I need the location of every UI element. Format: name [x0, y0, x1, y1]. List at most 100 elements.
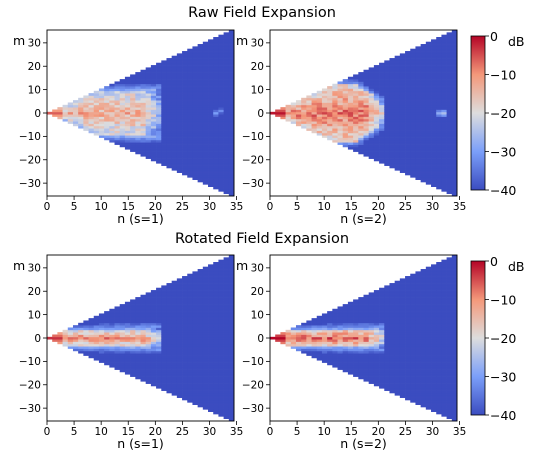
heatmap-cell: [405, 153, 411, 157]
heatmap-cell: [166, 332, 173, 335]
heatmap-cell: [187, 158, 193, 162]
heatmap-cell: [446, 90, 453, 94]
heatmap-cell: [202, 357, 209, 361]
heatmap-cell: [436, 72, 442, 75]
heatmap-cell: [202, 74, 209, 78]
heatmap-cell: [321, 132, 328, 136]
heatmap-cell: [78, 339, 84, 342]
heatmap-cell: [332, 341, 338, 345]
heatmap-cell: [431, 371, 437, 375]
heatmap-cell: [202, 86, 209, 89]
heatmap-cell: [192, 334, 198, 338]
heatmap-cell: [156, 336, 162, 340]
heatmap-cell: [316, 355, 323, 359]
heatmap-cell: [425, 111, 432, 115]
heatmap-cell: [228, 111, 235, 115]
heatmap-cell: [98, 107, 105, 110]
heatmap-cell: [213, 93, 219, 96]
heatmap-cell: [368, 360, 375, 363]
heatmap-cell: [420, 172, 427, 176]
heatmap-cell: [431, 395, 437, 398]
heatmap-cell: [140, 146, 147, 150]
heatmap-cell: [192, 132, 198, 136]
heatmap-cell: [187, 294, 193, 298]
heatmap-cell: [425, 177, 432, 180]
heatmap-cell: [176, 353, 183, 356]
heatmap-cell: [161, 156, 167, 159]
heatmap-cell: [67, 121, 74, 124]
heatmap-cell: [93, 128, 100, 131]
heatmap-cell: [228, 416, 235, 420]
heatmap-cell: [431, 60, 437, 64]
heatmap-cell: [114, 346, 121, 349]
heatmap-cell: [109, 336, 115, 340]
heatmap-cell: [171, 297, 178, 300]
heatmap-cell: [228, 160, 235, 164]
heatmap-cell: [389, 325, 396, 328]
heatmap-cell: [67, 104, 74, 108]
heatmap-cell: [228, 406, 235, 410]
heatmap-cell: [197, 269, 204, 272]
heatmap-cell: [379, 149, 385, 152]
heatmap-cell: [202, 51, 209, 54]
heatmap-cell: [415, 308, 421, 312]
heatmap-cell: [431, 334, 437, 338]
heatmap-cell: [431, 149, 437, 152]
heatmap-cell: [192, 364, 198, 368]
heatmap-cell: [420, 376, 427, 380]
heatmap-cell: [150, 74, 157, 78]
heatmap-cell: [425, 88, 432, 92]
heatmap-cell: [431, 381, 437, 384]
heatmap-cell: [166, 374, 173, 377]
heatmap-cell: [161, 90, 167, 94]
heatmap-cell: [399, 287, 406, 291]
heatmap-cell: [295, 111, 302, 115]
heatmap-cell: [379, 111, 385, 115]
heatmap-cell: [415, 325, 421, 328]
heatmap-cell: [93, 350, 100, 354]
heatmap-cell: [218, 170, 224, 173]
heatmap-cell: [342, 121, 349, 124]
heatmap-cell: [410, 53, 416, 57]
heatmap-cell: [197, 385, 204, 389]
heatmap-cell: [363, 371, 370, 375]
heatmap-cell: [389, 336, 396, 340]
heatmap-cell: [373, 320, 380, 324]
heatmap-cell: [145, 348, 152, 352]
heatmap-cell: [223, 125, 230, 129]
heatmap-cell: [410, 332, 416, 335]
heatmap-cell: [399, 362, 406, 366]
heatmap-cell: [410, 163, 416, 166]
heatmap-cell: [228, 355, 235, 359]
heatmap-cell: [353, 144, 359, 148]
heatmap-cell: [384, 320, 390, 324]
heatmap-cell: [405, 107, 411, 110]
heatmap-cell: [166, 343, 173, 347]
heatmap-cell: [347, 139, 354, 143]
heatmap-cell: [415, 81, 421, 85]
heatmap-cell: [379, 76, 385, 80]
heatmap-cell: [124, 104, 131, 108]
heatmap-cell: [223, 336, 230, 340]
heatmap-cell: [379, 132, 385, 136]
heatmap-cell: [197, 304, 204, 307]
heatmap-cell: [394, 67, 401, 71]
heatmap-cell: [431, 139, 437, 143]
heatmap-cell: [389, 135, 396, 138]
heatmap-cell: [218, 367, 224, 370]
heatmap-cell: [182, 62, 188, 66]
heatmap-cell: [192, 165, 198, 169]
heatmap-cell: [311, 114, 318, 117]
heatmap-cell: [420, 60, 427, 64]
heatmap-cell: [368, 125, 375, 129]
heatmap-cell: [295, 100, 302, 103]
heatmap-cell: [140, 301, 147, 305]
heatmap-cell: [420, 72, 427, 75]
heatmap-cell: [399, 364, 406, 368]
heatmap-cell: [306, 125, 312, 129]
heatmap-cell: [176, 350, 183, 354]
heatmap-cell: [405, 170, 411, 173]
heatmap-cell: [176, 376, 183, 380]
heatmap-cell: [389, 76, 396, 80]
heatmap-cell: [202, 315, 209, 319]
